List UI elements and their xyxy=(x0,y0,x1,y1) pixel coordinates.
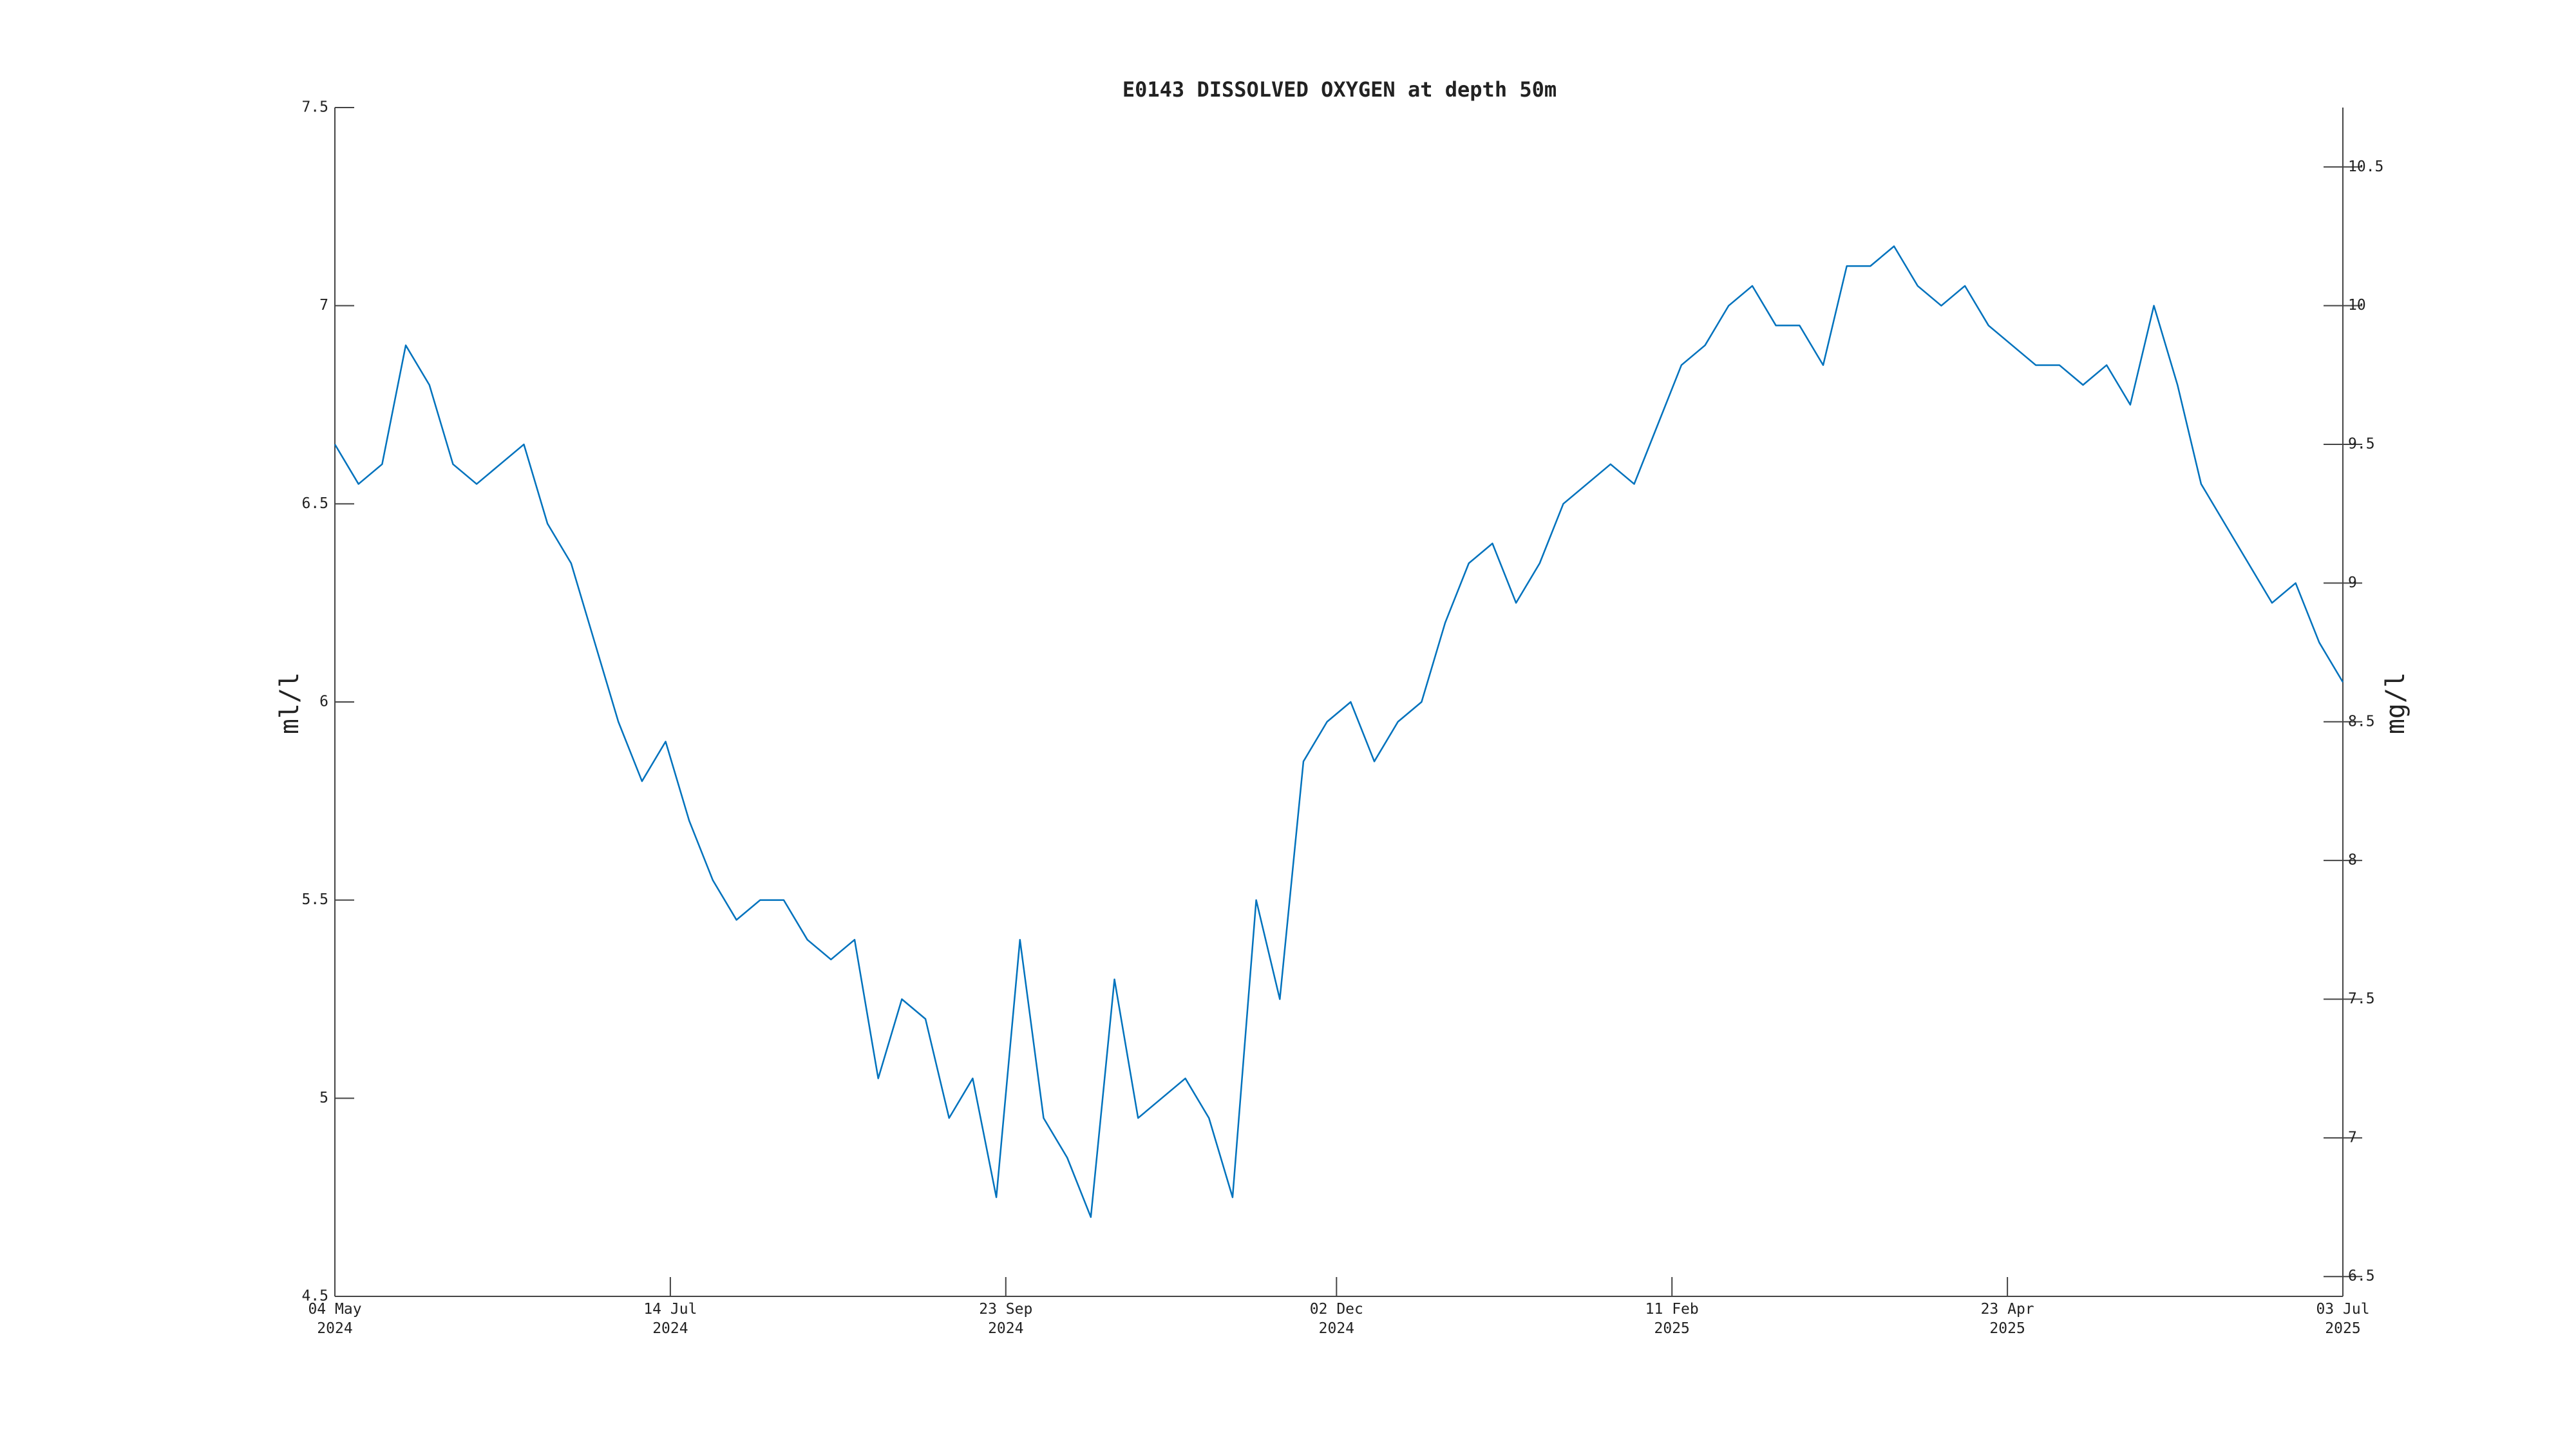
x-tick-label: 02 Dec 2024 xyxy=(1310,1301,1363,1337)
x-tick-label: 23 Sep 2024 xyxy=(979,1301,1032,1337)
data-line xyxy=(334,245,2344,1218)
y2-axis-label: mg/l xyxy=(2381,672,2410,734)
y2-tick-label: 10.5 xyxy=(2348,158,2383,175)
y2-tick-label: 10 xyxy=(2348,297,2366,314)
y2-tick-label: 6.5 xyxy=(2348,1268,2375,1285)
x-tick-label: 03 Jul 2025 xyxy=(2316,1301,2369,1337)
x-tick-label: 04 May 2024 xyxy=(308,1301,361,1337)
y-tick-label: 6.5 xyxy=(301,495,328,512)
y2-tick-label: 8.5 xyxy=(2348,713,2375,730)
x-tick-label: 23 Apr 2025 xyxy=(1981,1301,2034,1337)
y-axis-label: ml/l xyxy=(275,672,305,734)
y-tick-label: 7.5 xyxy=(301,99,328,116)
y2-tick-label: 9 xyxy=(2348,574,2357,591)
y-tick-label: 4.5 xyxy=(301,1288,328,1305)
y-tick-label: 6 xyxy=(319,694,328,710)
x-tick-label: 14 Jul 2024 xyxy=(643,1301,697,1337)
y-tick-label: 7 xyxy=(319,297,328,314)
y2-tick-label: 7 xyxy=(2348,1129,2357,1146)
y-tick-label: 5.5 xyxy=(301,891,328,908)
x-tick-label: 11 Feb 2025 xyxy=(1645,1301,1699,1337)
y2-tick-label: 9.5 xyxy=(2348,436,2375,453)
y2-tick-label: 7.5 xyxy=(2348,990,2375,1007)
y2-tick-label: 8 xyxy=(2348,852,2357,869)
chart-title: E0143 DISSOLVED OXYGEN at depth 50m xyxy=(1122,77,1557,102)
y-tick-label: 5 xyxy=(319,1090,328,1106)
